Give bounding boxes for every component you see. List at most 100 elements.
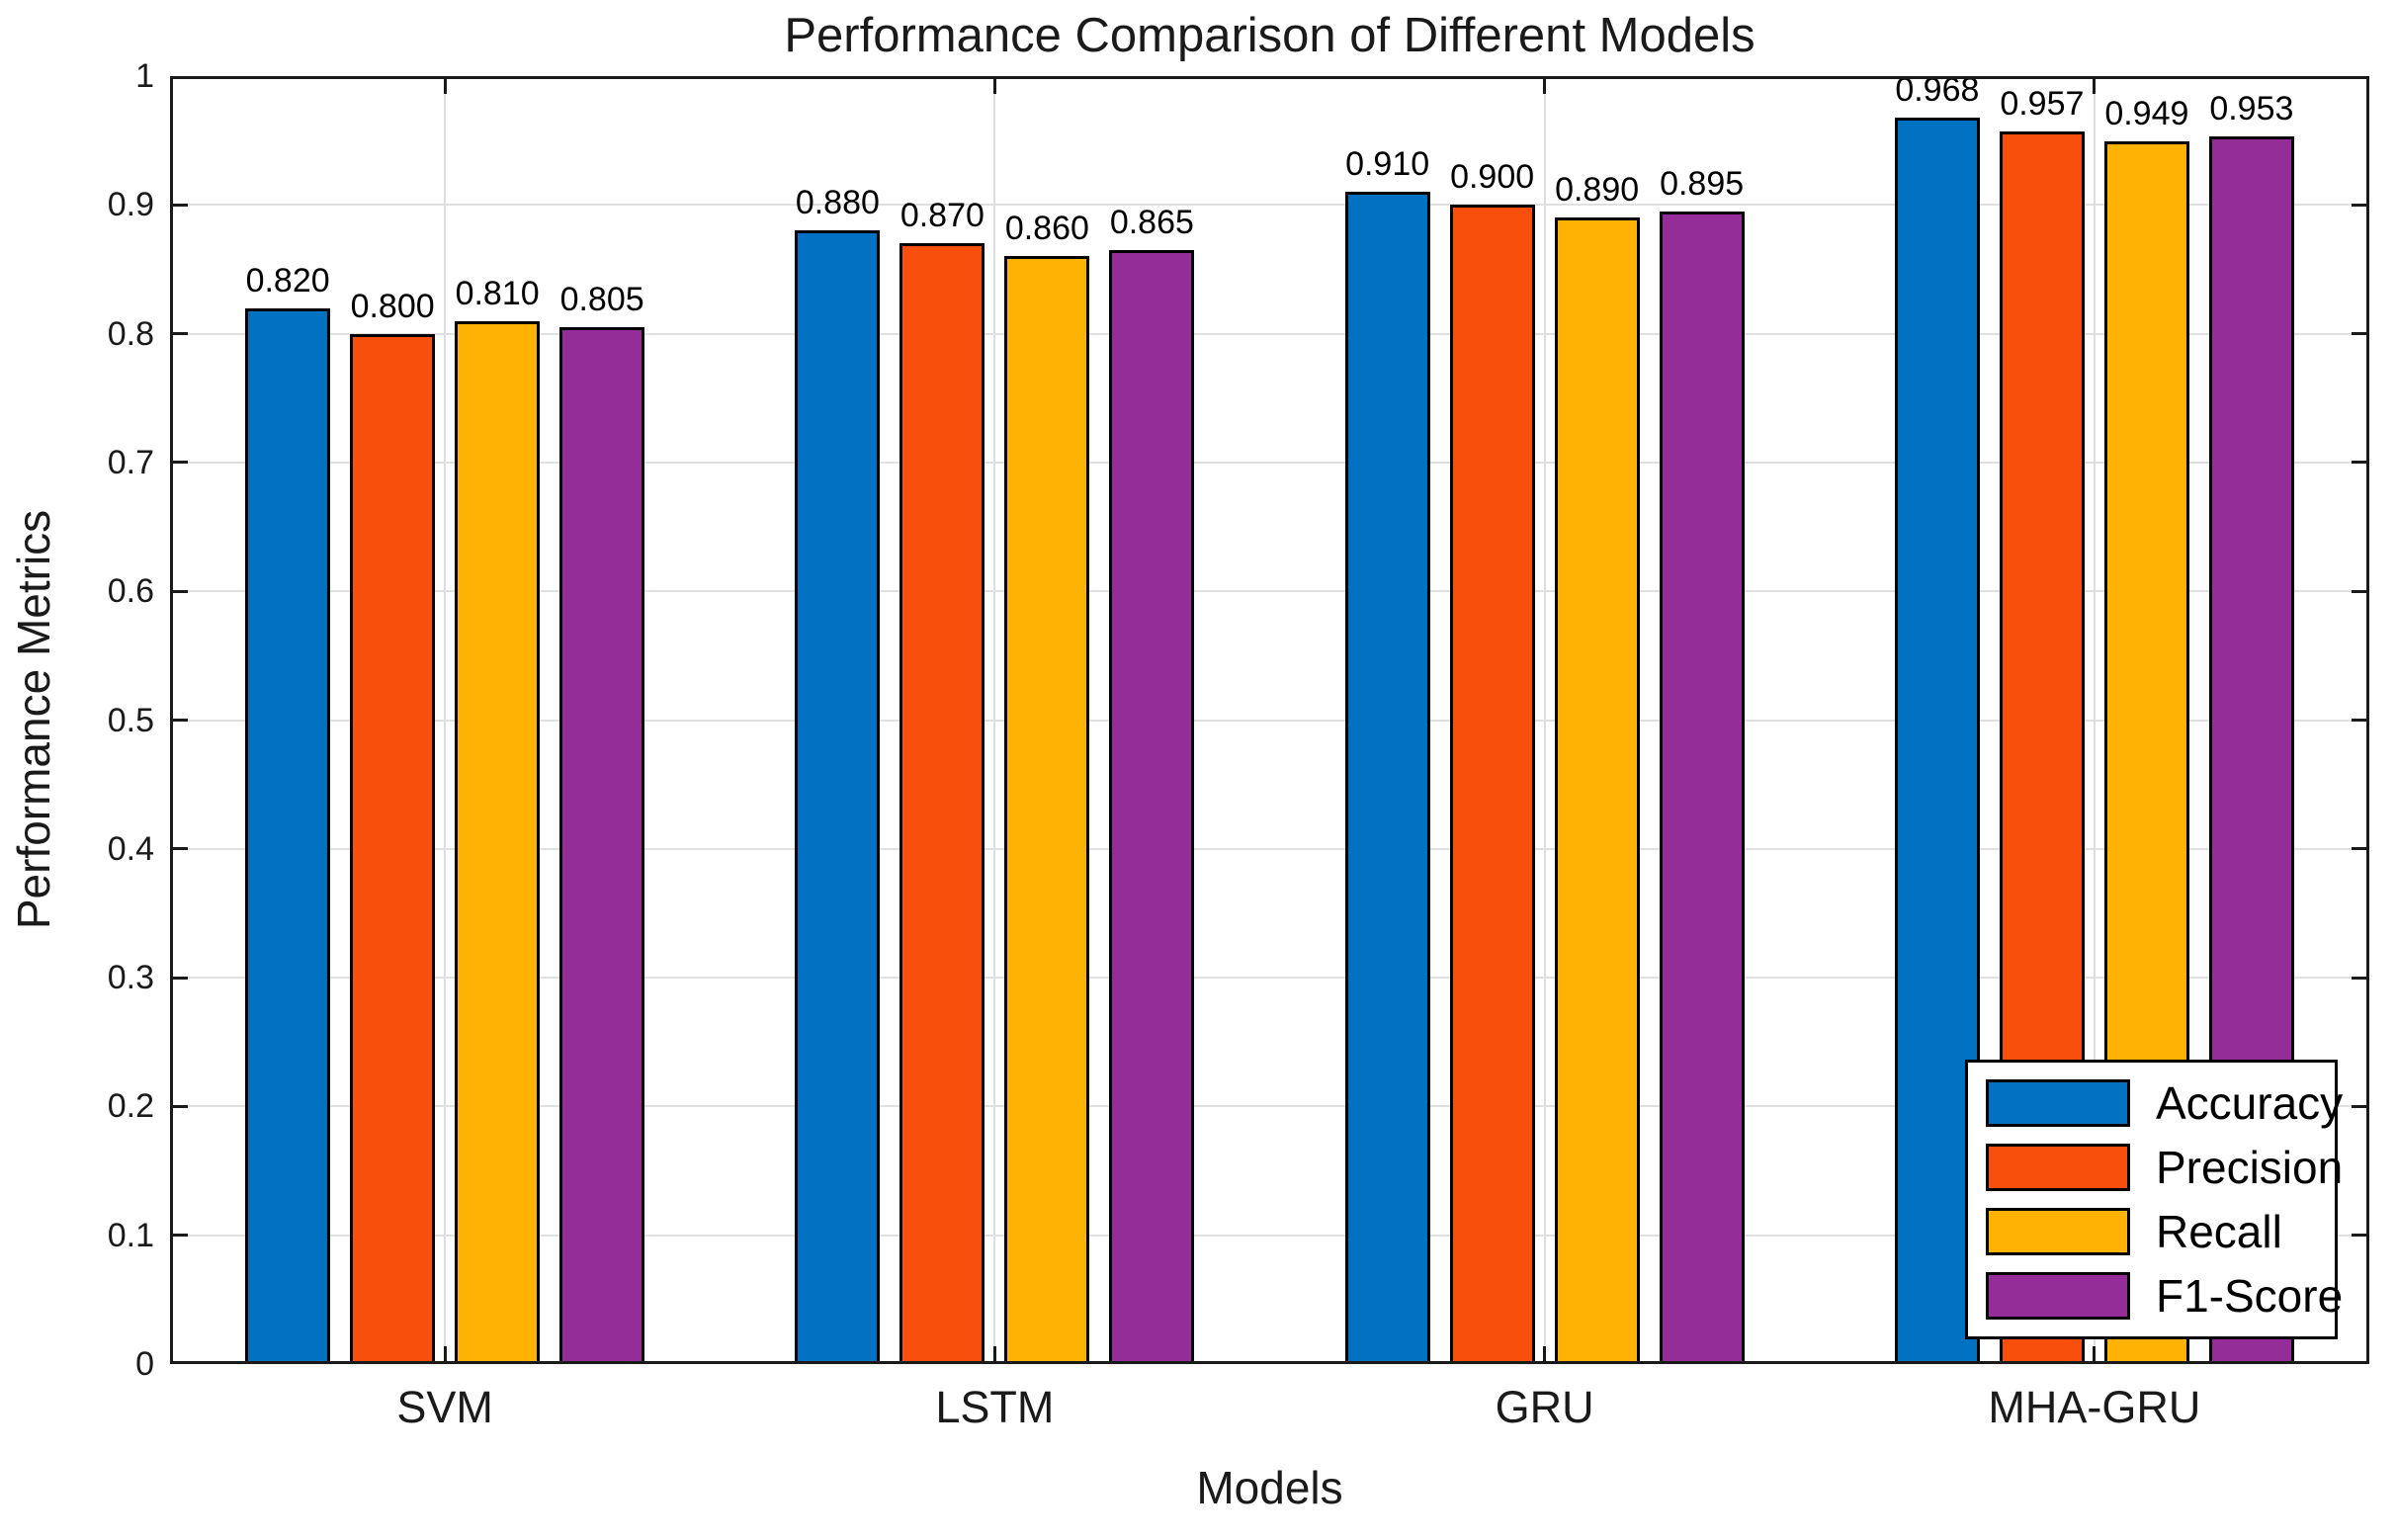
bar-lstm-accuracy <box>795 230 881 1364</box>
bar-value-gru-accuracy: 0.910 <box>1345 145 1430 184</box>
gridline-y-0.6 <box>170 590 2369 593</box>
bar-gru-precision <box>1449 205 1535 1364</box>
gridline-y-0.9 <box>170 204 2369 207</box>
ytick-label-0.7: 0.7 <box>107 443 154 481</box>
gridline-x-gru <box>1543 76 1546 1364</box>
legend-label-f1-score: F1-Score <box>2156 1270 2344 1322</box>
left-tick-0.9 <box>170 203 188 207</box>
bar-value-svm-accuracy: 0.820 <box>245 261 330 299</box>
gridline-y-0.2 <box>170 1105 2369 1108</box>
left-tick-0.8 <box>170 332 188 336</box>
bar-value-lstm-precision: 0.870 <box>899 197 984 235</box>
bar-value-lstm-accuracy: 0.880 <box>795 184 880 222</box>
bar-value-gru-precision: 0.900 <box>1450 158 1535 197</box>
ytick-label-0.3: 0.3 <box>107 959 154 997</box>
bar-value-svm-precision: 0.800 <box>350 287 435 325</box>
bar-value-gru-recall: 0.890 <box>1555 171 1640 210</box>
bar-value-mha-gru-recall: 0.949 <box>2104 95 2189 133</box>
bar-value-mha-gru-precision: 0.957 <box>2000 85 2085 124</box>
category-label-gru: GRU <box>1495 1382 1594 1432</box>
bar-value-svm-f1-score: 0.805 <box>559 281 644 319</box>
bottom-tick-lstm <box>992 1346 996 1364</box>
left-tick-0.4 <box>170 847 188 851</box>
gridline-x-svm <box>444 76 447 1364</box>
gridline-y-0.7 <box>170 461 2369 464</box>
bar-value-lstm-recall: 0.860 <box>1004 210 1089 248</box>
gridline-x-lstm <box>993 76 996 1364</box>
right-tick-0.1 <box>2352 1234 2369 1238</box>
ytick-label-0.6: 0.6 <box>107 572 154 611</box>
right-tick-0.7 <box>2352 461 2369 465</box>
legend-item-accuracy: Accuracy <box>1986 1076 2343 1130</box>
ytick-label-0.9: 0.9 <box>107 186 154 224</box>
bar-svm-f1-score <box>559 327 645 1364</box>
gridline-y-0.1 <box>170 1234 2369 1237</box>
bar-svm-accuracy <box>245 307 331 1364</box>
bottom-tick-mha-gru <box>2093 1346 2097 1364</box>
legend-swatch-recall <box>1986 1208 2130 1255</box>
bar-value-lstm-f1-score: 0.865 <box>1109 203 1194 241</box>
right-tick-0.9 <box>2352 203 2369 207</box>
right-tick-0.5 <box>2352 719 2369 722</box>
left-tick-0.7 <box>170 461 188 465</box>
ytick-label-0.1: 0.1 <box>107 1216 154 1254</box>
ytick-label-0.5: 0.5 <box>107 701 154 739</box>
top-tick-mha-gru <box>2093 76 2097 94</box>
gridline-x-mha-gru <box>2093 76 2096 1364</box>
left-tick-0.3 <box>170 976 188 980</box>
bar-lstm-f1-score <box>1109 249 1195 1364</box>
top-tick-gru <box>1543 76 1547 94</box>
legend-label-recall: Recall <box>2156 1206 2282 1257</box>
plot-area: 0.820 0.800 0.810 0.805 0.880 0.870 0.860 0.865… <box>170 71 2369 1364</box>
ytick-label-0.4: 0.4 <box>107 829 154 868</box>
bar-svm-precision <box>350 333 436 1364</box>
bottom-tick-gru <box>1543 1346 1547 1364</box>
right-tick-0.8 <box>2352 332 2369 336</box>
legend-swatch-f1-score <box>1986 1272 2130 1320</box>
right-tick-0.3 <box>2352 976 2369 980</box>
legend-item-precision: Precision <box>1986 1141 2343 1194</box>
bar-gru-accuracy <box>1344 192 1430 1364</box>
x-axis-label: Models <box>1196 1462 1343 1513</box>
bar-value-mha-gru-f1-score: 0.953 <box>2209 90 2294 128</box>
right-tick-0.6 <box>2352 589 2369 593</box>
gridline-y-0.4 <box>170 847 2369 850</box>
bar-gru-f1-score <box>1659 211 1745 1364</box>
gridline-y-0.3 <box>170 977 2369 980</box>
legend-label-accuracy: Accuracy <box>2156 1077 2344 1129</box>
ytick-label-0.2: 0.2 <box>107 1087 154 1126</box>
bar-value-svm-recall: 0.810 <box>455 274 540 312</box>
legend-swatch-precision <box>1986 1144 2130 1191</box>
bar-mha-gru-accuracy <box>1894 117 1980 1364</box>
bar-gru-recall <box>1554 217 1640 1364</box>
legend-swatch-accuracy <box>1986 1079 2130 1127</box>
left-tick-0.6 <box>170 589 188 593</box>
bar-svm-recall <box>455 320 541 1364</box>
left-tick-0.5 <box>170 719 188 722</box>
chart-title: Performance Comparison of Different Mode… <box>784 9 1755 62</box>
category-label-lstm: LSTM <box>935 1382 1055 1432</box>
legend-label-precision: Precision <box>2156 1142 2344 1193</box>
legend-item-recall: Recall <box>1986 1205 2317 1258</box>
top-tick-svm <box>443 76 447 94</box>
bar-lstm-precision <box>899 243 985 1364</box>
bar-lstm-recall <box>1004 256 1090 1364</box>
gridline-y-0.8 <box>170 332 2369 335</box>
category-label-svm: SVM <box>396 1382 493 1432</box>
category-label-mha-gru: MHA-GRU <box>1988 1382 2201 1432</box>
ytick-label-0.8: 0.8 <box>107 314 154 353</box>
bar-value-gru-f1-score: 0.895 <box>1660 164 1745 203</box>
right-tick-0.4 <box>2352 847 2369 851</box>
gridline-y-0.5 <box>170 719 2369 722</box>
left-tick-0.1 <box>170 1234 188 1238</box>
ytick-label-1: 1 <box>135 57 154 95</box>
top-tick-lstm <box>992 76 996 94</box>
legend: Accuracy Precision Recall F1-Score <box>1965 1060 2343 1339</box>
ytick-label-0: 0 <box>135 1345 154 1383</box>
left-tick-0.2 <box>170 1104 188 1108</box>
right-tick-0.2 <box>2352 1104 2369 1108</box>
bar-value-mha-gru-accuracy: 0.968 <box>1895 70 1980 109</box>
legend-item-f1-score: F1-Score <box>1986 1269 2343 1323</box>
bottom-tick-svm <box>443 1346 447 1364</box>
